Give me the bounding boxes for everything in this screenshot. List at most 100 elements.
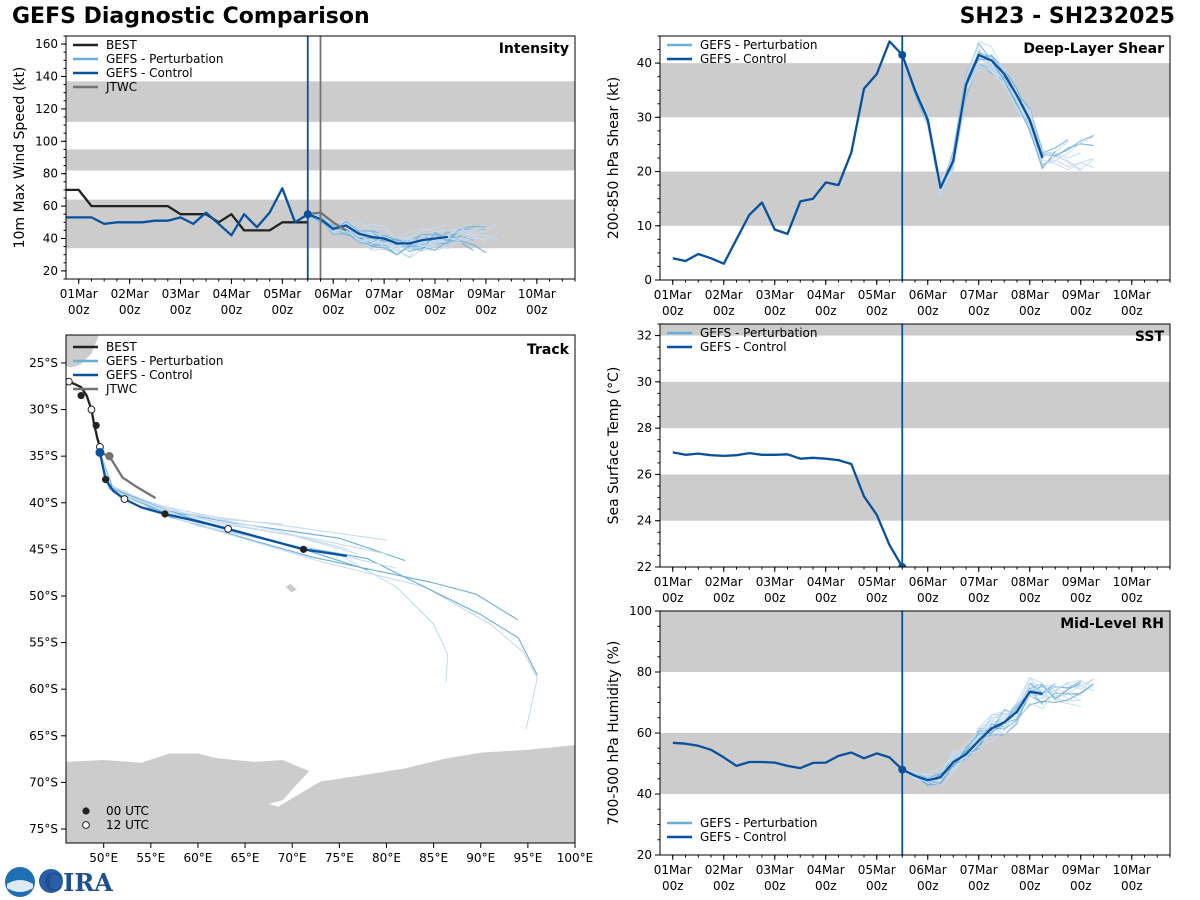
x-tick-label: 02Mar [111,287,149,301]
legend-label: GEFS - Perturbation [700,38,817,52]
map-frame [65,334,576,844]
x-tick-label: 10Mar [518,287,556,301]
kerguelen-island [285,583,297,593]
x-tick-label: 00z [968,591,990,605]
perturbation-track [99,452,368,571]
y-tick-label: 80 [43,167,58,181]
x-tick-label: 00z [662,304,684,318]
legend-marker-00utc [82,807,90,815]
x-tick-label: 02Mar [705,288,743,302]
y-tick-label: 32 [637,329,652,343]
x-tick-label: 09Mar [467,287,505,301]
lon-tick-label: 75°E [325,851,354,865]
x-tick-label: 04Mar [807,288,845,302]
shaded-band [660,474,1170,521]
x-tick-label: 00z [713,591,735,605]
noaa-wave-icon [7,880,33,892]
perturbation-line [307,213,448,240]
x-tick-label: 01Mar [654,288,692,302]
lat-tick-label: 25°S [29,356,58,370]
x-tick-label: 00z [866,591,888,605]
x-tick-label: 03Mar [162,287,200,301]
x-tick-label: 00z [1070,591,1092,605]
legend-label: GEFS - Control [106,66,193,80]
lat-tick-label: 70°S [29,775,58,789]
y-tick-label: 30 [637,375,652,389]
x-tick-label: 09Mar [1062,575,1100,589]
y-tick-label: 100 [35,134,58,148]
x-tick-label: 00z [1121,879,1143,893]
lon-tick-label: 55°E [136,851,165,865]
perturbation-line [901,678,1094,786]
x-tick-label: 00z [968,879,990,893]
x-tick-label: 06Mar [314,287,352,301]
perturbation-track [99,452,538,730]
y-tick-label: 160 [35,37,58,51]
x-tick-label: 00z [68,303,90,317]
init-point [898,765,907,774]
x-tick-label: 07Mar [960,288,998,302]
x-tick-label: 00z [272,303,294,317]
x-tick-label: 00z [1019,304,1041,318]
x-tick-label: 00z [322,303,344,317]
y-axis-label: 200-850 hPa Shear (kt) [606,77,622,239]
legend-label: 12 UTC [106,818,149,832]
marker-12utc [120,495,129,503]
panel-title: Deep-Layer Shear [1023,41,1164,57]
x-tick-label: 00z [170,303,192,317]
cira-logo: CIRA [5,867,113,897]
plot-area [660,611,1170,855]
legend-marker-12utc [82,821,90,829]
storm-id: SH23 - SH232025 [959,4,1175,29]
legend-label: GEFS - Control [700,830,787,844]
lon-tick-label: 70°E [278,851,307,865]
x-tick-label: 06Mar [909,863,947,877]
x-tick-label: 05Mar [263,287,301,301]
legend-label: BEST [106,38,137,52]
x-tick-label: 09Mar [1062,288,1100,302]
x-tick-label: 01Mar [654,863,692,877]
x-tick-label: 00z [917,879,939,893]
x-tick-label: 03Mar [756,575,794,589]
x-tick-label: 06Mar [909,575,947,589]
perturbation-track [99,452,283,525]
x-tick-label: 00z [1121,304,1143,318]
series-gefs-control [672,451,904,567]
antarctica-land [66,745,575,843]
x-tick-label: 00z [713,304,735,318]
panel-track: 25°S 30°S 35°S 40°S 45°S 50°S 55°S 60°S 65°S 70°S… [29,334,593,865]
lon-tick-label: 95°E [513,851,542,865]
legend-label: GEFS - Control [700,340,787,354]
x-tick-label: 05Mar [858,288,896,302]
x-tick-label: 00z [764,304,786,318]
x-tick-label: 00z [119,303,141,317]
x-tick-label: 10Mar [1113,288,1151,302]
perturbation-line [901,40,1056,193]
legend-label: GEFS - Perturbation [106,52,223,66]
panel-title: Track [527,342,570,358]
x-tick-label: 03Mar [756,863,794,877]
y-tick-label: 120 [35,102,58,116]
lon-tick-label: 50°E [89,851,118,865]
perturbation-line [307,212,499,247]
lon-tick-label: 90°E [466,851,495,865]
series-gefs-control [672,690,1043,782]
lat-tick-label: 45°S [29,542,58,556]
legend-label: GEFS - Perturbation [106,354,223,368]
figure-title: GEFS Diagnostic Comparison [12,4,370,29]
x-tick-label: 00z [866,304,888,318]
shaded-band [660,381,1170,429]
x-tick-label: 00z [917,304,939,318]
x-tick-label: 10Mar [1113,863,1151,877]
map-area [66,335,575,843]
panel-shear: 0 10 20 30 40 01Mar 00z 02Mar 00z 03Mar 00z 04Mar 00… [606,35,1171,318]
marker-00utc [161,510,169,518]
x-tick-label: 08Mar [416,287,454,301]
y-tick-label: 100 [629,604,652,618]
marker-12utc [224,524,233,533]
marker-12utc [87,405,96,414]
y-tick-label: 28 [637,421,652,435]
x-tick-label: 08Mar [1011,863,1049,877]
y-tick-label: 60 [637,726,652,740]
y-tick-label: 20 [637,165,652,179]
